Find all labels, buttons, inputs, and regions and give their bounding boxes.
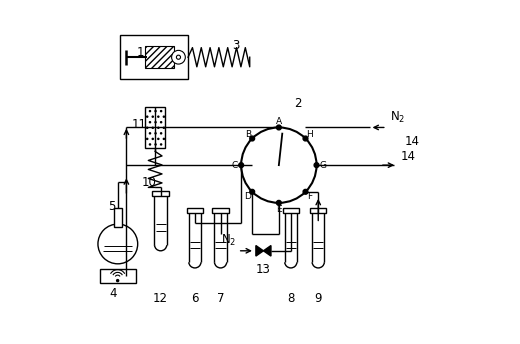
- Text: 2: 2: [294, 97, 302, 110]
- Circle shape: [241, 128, 317, 203]
- Bar: [152, 191, 169, 196]
- Circle shape: [314, 163, 319, 168]
- Circle shape: [239, 163, 243, 168]
- Text: B: B: [245, 130, 251, 139]
- Text: N$_2$: N$_2$: [390, 110, 406, 125]
- Text: 7: 7: [217, 292, 224, 305]
- Text: 11: 11: [132, 118, 147, 130]
- Text: 10: 10: [141, 176, 156, 189]
- Text: H: H: [306, 130, 313, 139]
- Circle shape: [250, 136, 255, 141]
- Bar: [187, 208, 203, 213]
- Text: 9: 9: [315, 292, 322, 305]
- Circle shape: [176, 55, 180, 59]
- Bar: [145, 107, 165, 148]
- Text: 14: 14: [405, 135, 420, 148]
- Circle shape: [303, 190, 308, 194]
- Bar: [212, 208, 229, 213]
- Circle shape: [98, 224, 138, 264]
- Circle shape: [116, 280, 119, 282]
- Text: C: C: [232, 161, 238, 170]
- Text: 3: 3: [232, 39, 240, 52]
- Text: 5: 5: [108, 200, 115, 213]
- Bar: [310, 208, 327, 213]
- Text: 13: 13: [256, 263, 271, 276]
- Text: N$_2$: N$_2$: [220, 233, 236, 248]
- Circle shape: [277, 201, 281, 205]
- Text: 12: 12: [153, 292, 168, 305]
- Text: A: A: [276, 117, 282, 126]
- Bar: [100, 269, 136, 283]
- Circle shape: [250, 190, 255, 194]
- Text: F: F: [307, 192, 313, 201]
- Text: D: D: [244, 192, 251, 201]
- Text: 1: 1: [136, 46, 144, 58]
- Bar: [114, 208, 122, 227]
- Circle shape: [303, 136, 308, 141]
- Polygon shape: [256, 246, 264, 256]
- Text: 4: 4: [110, 287, 117, 300]
- Text: 6: 6: [191, 292, 199, 305]
- Circle shape: [277, 125, 281, 130]
- Circle shape: [172, 50, 185, 64]
- Bar: [120, 35, 188, 79]
- Text: 8: 8: [287, 292, 294, 305]
- Polygon shape: [264, 246, 271, 256]
- Text: G: G: [319, 161, 326, 170]
- Bar: [145, 46, 174, 68]
- Text: 14: 14: [401, 150, 416, 163]
- Text: E: E: [276, 204, 282, 214]
- Bar: [282, 208, 299, 213]
